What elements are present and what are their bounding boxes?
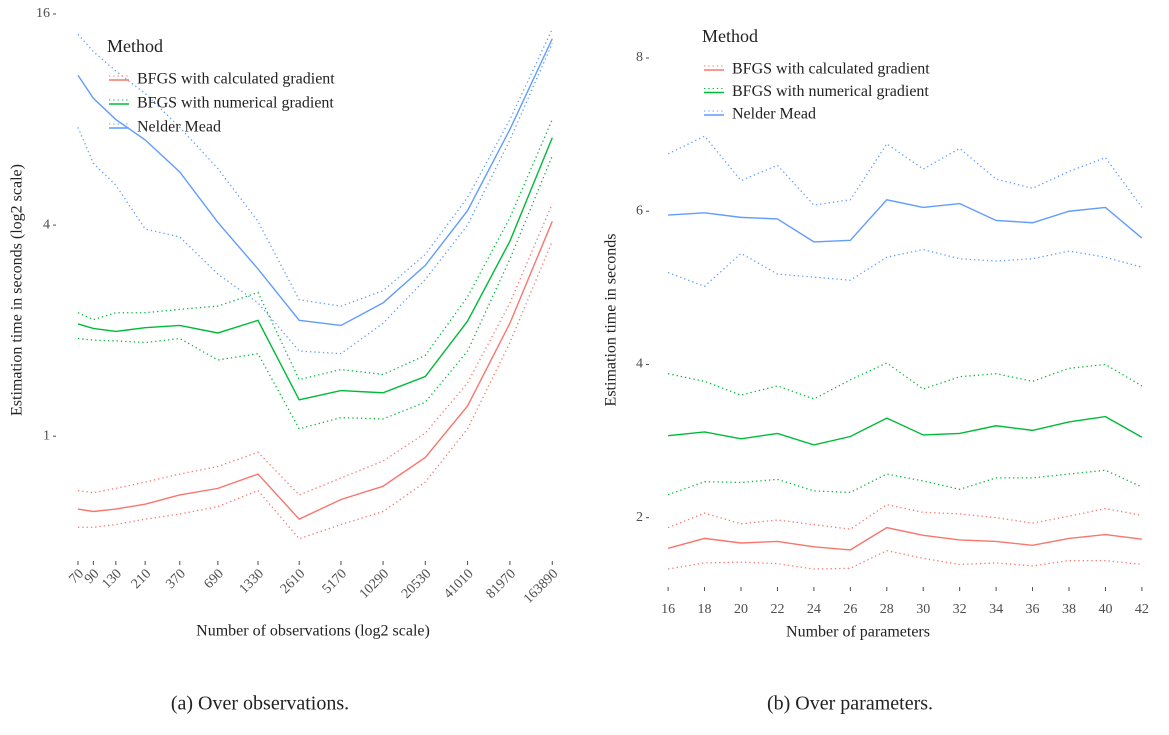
x-tick-label: 163890 <box>521 566 561 606</box>
series-line <box>668 415 1143 446</box>
x-tick-label: 24 <box>807 602 821 617</box>
legend-label: Nelder Mead <box>732 106 816 123</box>
x-tick-label: 130 <box>99 566 124 591</box>
legend-label: Nelder Mead <box>137 119 221 136</box>
bound-line <box>667 248 1143 288</box>
x-tick-label: 20 <box>734 602 748 617</box>
x-tick-label: 2610 <box>278 566 308 596</box>
x-tick-label: 1330 <box>237 566 267 596</box>
legend-title: Method <box>702 26 758 46</box>
x-tick-label: 22 <box>770 602 784 617</box>
x-tick-label: 42 <box>1135 602 1149 617</box>
x-axis-label: Number of parameters <box>786 624 930 641</box>
x-tick-label: 28 <box>880 602 894 617</box>
bound-line <box>77 28 553 307</box>
x-tick-label: 20530 <box>399 566 434 601</box>
x-tick-label: 38 <box>1062 602 1076 617</box>
bound-line <box>667 503 1143 530</box>
x-tick-label: 26 <box>843 602 857 617</box>
bound-line <box>667 135 1143 208</box>
x-tick-label: 41010 <box>441 566 476 601</box>
bound-line <box>668 549 1142 570</box>
x-tick-label: 18 <box>698 602 712 617</box>
series-line <box>667 526 1142 551</box>
y-tick-label: 6 <box>636 203 643 218</box>
series-line <box>77 38 553 327</box>
bound-line <box>77 203 553 496</box>
y-tick-label: 1 <box>43 428 50 443</box>
caption: (a) Over observations. <box>171 693 349 715</box>
legend-label: BFGS with calculated gradient <box>137 71 335 88</box>
legend-label: BFGS with numerical gradient <box>732 83 929 100</box>
legend-label: BFGS with numerical gradient <box>137 95 334 112</box>
legend-title: Method <box>107 36 163 56</box>
x-tick-label: 5170 <box>320 566 350 596</box>
x-tick-label: 210 <box>129 566 154 591</box>
bound-line <box>667 362 1143 400</box>
x-tick-label: 32 <box>953 602 967 617</box>
series-line <box>77 137 553 401</box>
x-tick-label: 16 <box>661 602 675 617</box>
y-tick-label: 4 <box>43 217 50 232</box>
x-tick-label: 36 <box>1026 602 1040 617</box>
x-tick-label: 34 <box>989 602 1003 617</box>
x-axis-label: Number of observations (log2 scale) <box>196 623 430 640</box>
bound-line <box>77 119 553 381</box>
series-line <box>77 221 553 521</box>
x-tick-label: 90 <box>82 566 103 587</box>
x-tick-label: 690 <box>202 566 227 591</box>
series-line <box>668 198 1143 243</box>
y-axis-label: Estimation time in seconds (log2 scale) <box>9 164 26 416</box>
bound-line <box>77 240 553 540</box>
y-tick-label: 4 <box>636 357 643 372</box>
y-tick-label: 8 <box>636 50 643 65</box>
caption: (b) Over parameters. <box>767 693 933 715</box>
x-tick-label: 30 <box>916 602 930 617</box>
legend-label: BFGS with calculated gradient <box>732 61 930 78</box>
x-tick-label: 40 <box>1098 602 1112 617</box>
x-tick-label: 81970 <box>484 566 519 601</box>
bound-line <box>77 43 553 355</box>
x-tick-label: 370 <box>163 566 188 591</box>
bound-line <box>77 155 553 430</box>
y-tick-label: 16 <box>36 6 50 21</box>
y-tick-label: 2 <box>636 510 643 525</box>
bound-line <box>667 469 1143 496</box>
x-tick-label: 10290 <box>357 566 392 601</box>
y-axis-label: Estimation time in seconds <box>603 234 620 407</box>
